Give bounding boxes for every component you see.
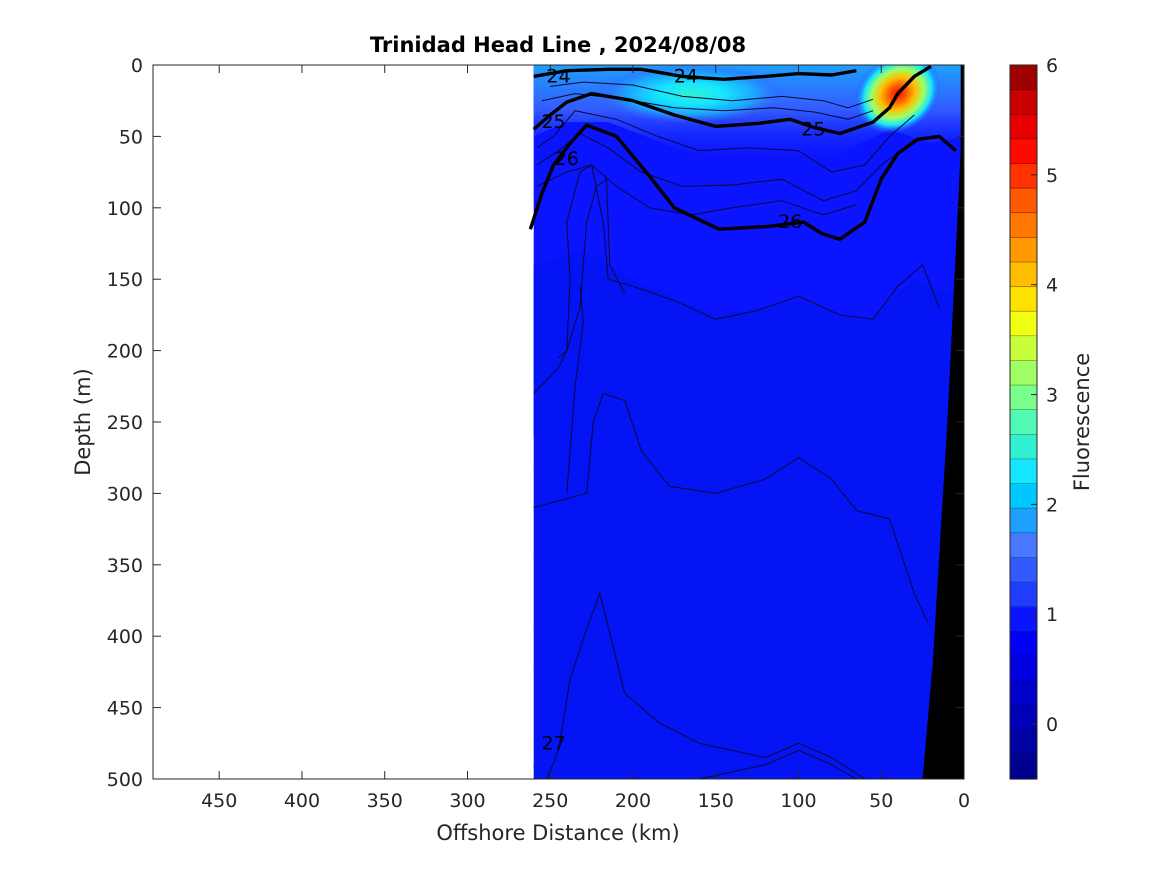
- colorbar-swatch: [1010, 311, 1037, 337]
- colorbar: 0 1 2 3 4 5 6: [1009, 55, 1058, 780]
- fluorescence-field: [533, 65, 964, 779]
- thin-contour: [533, 392, 929, 623]
- axes: 450 400 350 300 250 200 150 100 50 00501001502002…: [107, 55, 970, 812]
- colorbar-frame: [1009, 64, 1038, 780]
- density-contours-thin: [533, 81, 940, 779]
- y-tick-label: 100: [107, 198, 143, 220]
- contour-26: [528, 123, 957, 241]
- colorbar-tick-label: 3: [1046, 385, 1058, 407]
- y-tick-label: 300: [107, 483, 143, 505]
- colorbar-swatch: [1010, 729, 1037, 755]
- y-axis-title: Depth (m): [71, 368, 95, 475]
- colorbar-swatch: [1010, 188, 1037, 214]
- x-tick-label: 350: [367, 790, 403, 812]
- colorbar-swatch: [1010, 65, 1037, 91]
- contour-label-26: 26: [555, 148, 579, 170]
- colorbar-swatch: [1010, 360, 1037, 386]
- thin-contour: [536, 164, 857, 216]
- colorbar-swatch: [1010, 606, 1037, 632]
- colorbar-swatch: [1010, 89, 1037, 115]
- thin-contour: [533, 164, 940, 394]
- chart-title: Trinidad Head Line , 2024/08/08: [370, 33, 746, 57]
- x-tick-label: 0: [958, 790, 970, 812]
- thin-contour: [541, 93, 874, 120]
- contour-labels: 24 24 25 25 26 26 27: [541, 65, 825, 754]
- colorbar-swatch: [1010, 335, 1037, 362]
- x-tick-label: 300: [449, 790, 485, 812]
- colorbar-swatch: [1010, 680, 1037, 706]
- y-tick-label: 250: [107, 412, 143, 434]
- colorbar-swatch: [1010, 508, 1037, 534]
- colorbar-swatch: [1010, 163, 1037, 189]
- colorbar-tick-label: 5: [1046, 165, 1058, 187]
- colorbar-swatch: [1010, 754, 1037, 780]
- field-deep-band: [533, 250, 964, 779]
- x-tick-label: 250: [532, 790, 568, 812]
- y-tick-label: 500: [107, 769, 143, 791]
- colorbar-tick-label: 0: [1046, 714, 1058, 736]
- colorbar-swatch: [1010, 138, 1037, 165]
- y-tick-label: 150: [107, 269, 143, 291]
- contour-25: [532, 65, 932, 136]
- contour-label-25: 25: [541, 111, 565, 133]
- thin-contour: [699, 749, 857, 779]
- colorbar-swatch: [1010, 434, 1037, 460]
- x-tick-label: 200: [615, 790, 651, 812]
- seafloor: [922, 65, 964, 779]
- thin-contour: [558, 178, 626, 359]
- x-tick-label: 50: [869, 790, 893, 812]
- colorbar-swatch: [1010, 557, 1037, 583]
- colorbar-swatch: [1010, 532, 1037, 559]
- contour-label-27: 27: [541, 732, 565, 754]
- colorbar-tick-label: 6: [1046, 55, 1058, 77]
- thin-contour: [536, 110, 915, 173]
- x-tick-label: 450: [201, 790, 237, 812]
- contour-24: [533, 67, 857, 81]
- colorbar-swatch: [1010, 261, 1037, 288]
- density-contours: [528, 65, 957, 241]
- contour-label-24: 24: [674, 65, 698, 87]
- y-tick-label: 350: [107, 555, 143, 577]
- colorbar-swatch: [1010, 655, 1037, 682]
- contour-label-25: 25: [801, 118, 825, 140]
- colorbar-swatch: [1010, 483, 1037, 509]
- y-tick-label: 400: [107, 626, 143, 648]
- contour-label-24: 24: [546, 65, 570, 87]
- colorbar-swatch: [1010, 409, 1037, 435]
- colorbar-tick-label: 1: [1046, 604, 1058, 626]
- y-tick-label: 50: [119, 126, 143, 148]
- colorbar-tick-label: 2: [1046, 494, 1058, 516]
- colorbar-swatch: [1010, 237, 1037, 263]
- colorbar-swatch: [1010, 458, 1037, 485]
- thin-contour: [546, 591, 865, 779]
- colorbar-swatch: [1010, 582, 1037, 608]
- thin-contour: [550, 81, 874, 109]
- x-tick-label: 400: [284, 790, 320, 812]
- y-tick-label: 200: [107, 341, 143, 363]
- colorbar-swatch: [1010, 114, 1037, 140]
- colorbar-swatch: [1010, 286, 1037, 312]
- x-tick-label: 150: [698, 790, 734, 812]
- colorbar-swatch: [1010, 631, 1037, 657]
- y-tick-label: 450: [107, 698, 143, 720]
- thin-contour: [566, 286, 584, 494]
- y-tick-label: 0: [131, 55, 143, 77]
- colorbar-tick-label: 4: [1046, 275, 1058, 297]
- x-axis-title: Offshore Distance (km): [436, 821, 679, 845]
- x-tick-label: 100: [780, 790, 816, 812]
- bathymetry: [922, 65, 964, 779]
- colorbar-title: Fluorescence: [1070, 353, 1094, 491]
- colorbar-swatch: [1010, 212, 1037, 238]
- colorbar-swatch: [1010, 705, 1037, 731]
- contour-label-26: 26: [778, 211, 802, 233]
- colorbar-swatch: [1010, 385, 1037, 411]
